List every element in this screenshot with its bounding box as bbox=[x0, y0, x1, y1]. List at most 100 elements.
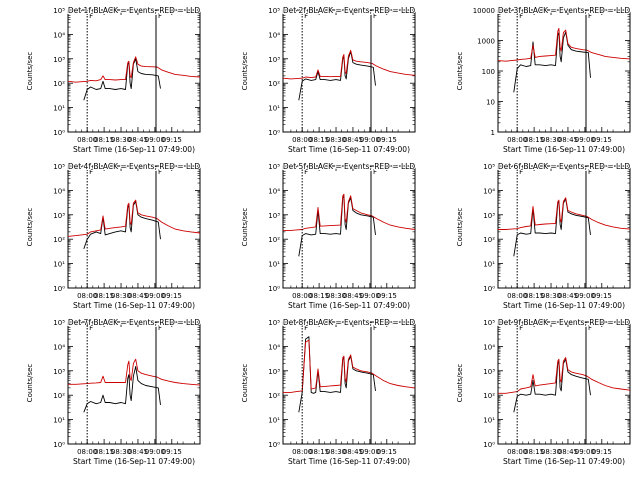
events-series-line bbox=[513, 358, 591, 413]
y-tick-label: 10⁴ bbox=[53, 343, 65, 351]
x-tick-label: 09:15 bbox=[592, 448, 612, 456]
panel-title: Det 7f BLACK = Events, RED = LLD bbox=[68, 318, 201, 327]
y-tick-label: 10 bbox=[486, 99, 495, 107]
marker-label: F bbox=[588, 168, 592, 176]
lld-series-line bbox=[282, 49, 416, 80]
panel-title: Det 3f BLACK = Events, RED = LLD bbox=[498, 6, 631, 15]
y-tick-label: 10¹ bbox=[53, 261, 65, 269]
y-tick-label: 10³ bbox=[268, 368, 280, 376]
y-tick-label: 10⁵ bbox=[53, 163, 65, 171]
x-tick-label: 09:15 bbox=[162, 136, 182, 144]
y-tick-label: 10¹ bbox=[268, 417, 280, 425]
marker-label: F bbox=[89, 168, 93, 176]
detector-panel: 10⁰10¹10²10³10⁴10⁵08:0008:1508:3008:4509… bbox=[26, 5, 201, 154]
x-tick-label: 08:30 bbox=[541, 136, 561, 144]
x-axis-label: Start Time (16-Sep-11 07:49:00) bbox=[503, 457, 625, 466]
plot-frame bbox=[67, 9, 201, 133]
x-tick-label: 08:45 bbox=[343, 448, 363, 456]
marker-label: F bbox=[519, 324, 523, 332]
panel-title: Det 4f BLACK = Events, RED = LLD bbox=[68, 162, 201, 171]
plot-frame bbox=[282, 321, 416, 445]
events-series-line bbox=[83, 201, 161, 250]
y-tick-label: 10² bbox=[268, 236, 280, 244]
y-tick-label: 10¹ bbox=[483, 261, 495, 269]
x-tick-label: 08:00 bbox=[77, 136, 97, 144]
y-tick-label: 10³ bbox=[483, 212, 495, 220]
y-tick-label: 10³ bbox=[53, 212, 65, 220]
lld-series-line bbox=[283, 193, 416, 231]
marker-label: F bbox=[519, 12, 523, 20]
x-axis-label: Start Time (16-Sep-11 07:49:00) bbox=[73, 145, 195, 154]
y-tick-label: 10⁵ bbox=[483, 319, 495, 327]
x-tick-label: 08:45 bbox=[558, 136, 578, 144]
x-tick-label: 08:30 bbox=[111, 292, 131, 300]
detector-panel: 10⁰10¹10²10³10⁴10⁵08:0008:1508:3008:4509… bbox=[241, 161, 416, 310]
x-axis-label: Start Time (16-Sep-11 07:49:00) bbox=[288, 457, 410, 466]
y-axis-label: Counts/sec bbox=[456, 52, 464, 91]
x-tick-label: 08:30 bbox=[326, 136, 346, 144]
y-tick-label: 10² bbox=[53, 80, 65, 88]
x-tick-label: 08:30 bbox=[111, 448, 131, 456]
y-tick-label: 10² bbox=[53, 236, 65, 244]
y-tick-label: 10⁵ bbox=[268, 7, 280, 15]
y-tick-label: 10⁴ bbox=[268, 343, 280, 351]
marker-label: F bbox=[89, 324, 93, 332]
y-tick-label: 10¹ bbox=[53, 417, 65, 425]
x-tick-label: 08:15 bbox=[524, 448, 544, 456]
y-tick-label: 100 bbox=[482, 68, 495, 76]
x-axis-label: Start Time (16-Sep-11 07:49:00) bbox=[73, 457, 195, 466]
x-tick-label: 09:00 bbox=[360, 292, 380, 300]
y-tick-label: 10⁰ bbox=[268, 129, 280, 137]
y-tick-label: 10² bbox=[483, 236, 495, 244]
y-tick-label: 1000 bbox=[477, 38, 495, 46]
x-tick-label: 09:15 bbox=[162, 292, 182, 300]
y-tick-label: 10⁴ bbox=[483, 187, 495, 195]
detector-panel: 10⁰10¹10²10³10⁴10⁵08:0008:1508:3008:4509… bbox=[241, 5, 416, 154]
marker-label: F bbox=[158, 168, 162, 176]
marker-label: F bbox=[158, 324, 162, 332]
x-tick-label: 08:45 bbox=[128, 292, 148, 300]
y-tick-label: 10⁰ bbox=[268, 285, 280, 293]
panel-title: Det 2f BLACK = Events, RED = LLD bbox=[283, 6, 416, 15]
y-tick-label: 10² bbox=[268, 80, 280, 88]
plot-frame bbox=[497, 165, 631, 289]
marker-label: F bbox=[304, 168, 308, 176]
marker-label: F bbox=[588, 12, 592, 20]
x-tick-label: 08:00 bbox=[77, 448, 97, 456]
detector-panel: 10⁰10¹10²10³10⁴10⁵08:0008:1508:3008:4509… bbox=[26, 161, 201, 310]
events-series-line bbox=[298, 195, 376, 257]
x-tick-label: 09:15 bbox=[377, 448, 397, 456]
x-tick-label: 08:15 bbox=[524, 136, 544, 144]
y-tick-label: 10⁴ bbox=[53, 31, 65, 39]
lld-series-line bbox=[498, 197, 631, 230]
x-axis-label: Start Time (16-Sep-11 07:49:00) bbox=[73, 301, 195, 310]
y-tick-label: 10¹ bbox=[268, 261, 280, 269]
x-tick-label: 08:45 bbox=[343, 292, 363, 300]
marker-label: F bbox=[158, 12, 162, 20]
lld-series-line bbox=[283, 339, 416, 393]
x-tick-label: 08:00 bbox=[507, 448, 527, 456]
plot-frame bbox=[282, 165, 416, 289]
y-tick-label: 10¹ bbox=[53, 105, 65, 113]
y-tick-label: 10³ bbox=[53, 56, 65, 64]
y-tick-label: 10² bbox=[268, 392, 280, 400]
panel-title: Det 5f BLACK = Events, RED = LLD bbox=[283, 162, 416, 171]
y-axis-label: Counts/sec bbox=[241, 208, 249, 247]
x-tick-label: 08:30 bbox=[541, 292, 561, 300]
y-tick-label: 10⁰ bbox=[483, 441, 495, 449]
events-series-line bbox=[513, 31, 591, 93]
y-tick-label: 10⁰ bbox=[53, 285, 65, 293]
lld-series-line bbox=[68, 358, 201, 386]
x-tick-label: 09:00 bbox=[575, 292, 595, 300]
marker-label: F bbox=[304, 12, 308, 20]
x-tick-label: 08:45 bbox=[558, 448, 578, 456]
lld-series-line bbox=[497, 27, 631, 62]
y-axis-label: Counts/sec bbox=[241, 364, 249, 403]
y-tick-label: 10⁰ bbox=[268, 441, 280, 449]
x-tick-label: 09:15 bbox=[377, 136, 397, 144]
y-tick-label: 10⁰ bbox=[53, 441, 65, 449]
x-tick-label: 09:00 bbox=[575, 448, 595, 456]
x-tick-label: 08:15 bbox=[94, 448, 114, 456]
x-tick-label: 08:15 bbox=[309, 448, 329, 456]
marker-label: F bbox=[89, 12, 93, 20]
